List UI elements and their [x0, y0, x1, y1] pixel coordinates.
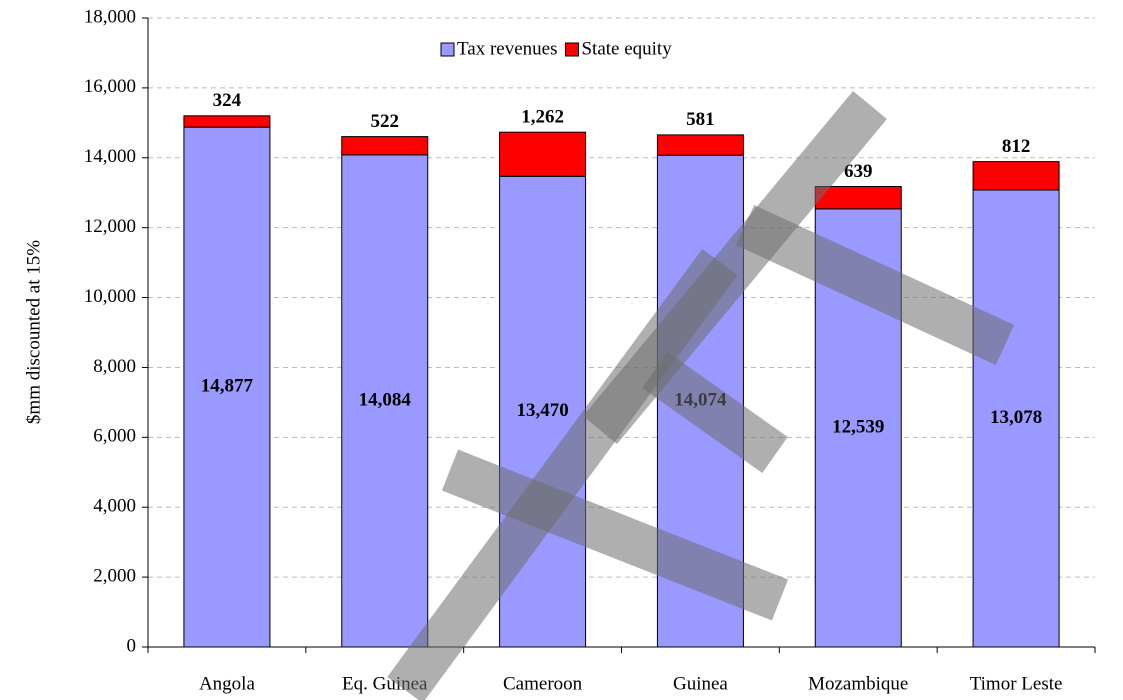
y-axis-label: $mm discounted at 15%	[23, 240, 44, 424]
data-label: 581	[686, 109, 715, 130]
bar-segment	[814, 186, 902, 210]
data-label: 12,539	[832, 416, 884, 437]
legend-swatch	[564, 42, 579, 57]
watermark-stroke	[642, 352, 788, 473]
bar-segment	[183, 115, 271, 128]
bar-segment	[341, 154, 429, 648]
data-label: 13,078	[990, 407, 1042, 428]
legend-label: Tax revenues	[457, 38, 557, 59]
data-label: 14,877	[201, 375, 254, 396]
y-tick-label: 18,000	[84, 6, 136, 27]
watermark-stroke	[735, 205, 1015, 365]
x-tick-label: Timor Leste	[970, 673, 1063, 694]
data-label: 324	[213, 90, 242, 111]
data-label: 812	[1002, 136, 1031, 157]
data-label: 522	[371, 111, 400, 132]
y-tick-label: 0	[127, 635, 137, 656]
legend-label: State equity	[581, 38, 672, 59]
bar-segment	[499, 131, 587, 177]
y-tick-label: 12,000	[84, 216, 136, 237]
data-label: 1,262	[521, 107, 564, 128]
bar-segment	[656, 134, 744, 156]
x-tick-label: Mozambique	[808, 673, 908, 694]
legend-swatch	[440, 42, 455, 57]
bar-segment	[183, 126, 271, 648]
x-tick-label: Guinea	[673, 673, 728, 694]
y-tick-label: 4,000	[93, 496, 136, 517]
watermark	[387, 90, 1015, 700]
y-tick-label: 6,000	[93, 426, 136, 447]
bar-segment	[341, 136, 429, 156]
data-label: 13,470	[516, 400, 568, 421]
x-tick-label: Angola	[199, 673, 256, 694]
y-tick-label: 16,000	[84, 76, 136, 97]
y-tick-label: 10,000	[84, 286, 136, 307]
bar-segment	[972, 161, 1060, 191]
y-tick-label: 8,000	[93, 356, 136, 377]
y-tick-label: 2,000	[93, 565, 136, 586]
bar-segment	[972, 189, 1060, 648]
x-tick-label: Cameroon	[503, 673, 583, 694]
watermark-stroke	[441, 449, 789, 621]
y-tick-label: 14,000	[84, 146, 136, 167]
data-label: 639	[844, 161, 873, 182]
watermark-stroke	[583, 90, 887, 445]
data-label: 14,084	[359, 389, 412, 410]
